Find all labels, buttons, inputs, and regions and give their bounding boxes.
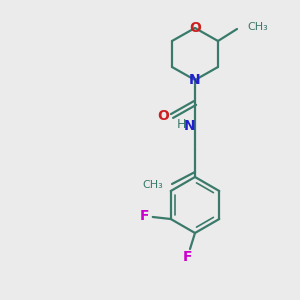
Text: O: O xyxy=(189,21,201,35)
Text: CH₃: CH₃ xyxy=(247,22,268,32)
Text: CH₃: CH₃ xyxy=(142,180,163,190)
Text: F: F xyxy=(140,209,149,223)
Text: F: F xyxy=(183,250,193,264)
Text: O: O xyxy=(157,109,169,123)
Text: H: H xyxy=(176,118,186,131)
Text: N: N xyxy=(184,119,196,133)
Text: N: N xyxy=(189,73,201,87)
